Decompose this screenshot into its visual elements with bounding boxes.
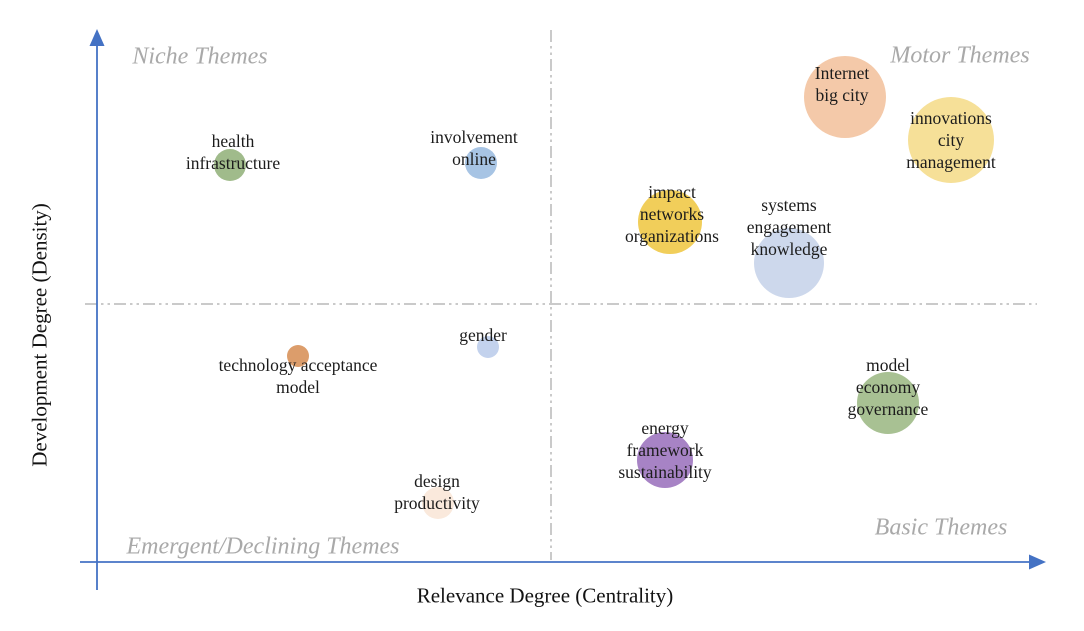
theme-bubble-energy-framework-sustainability bbox=[637, 432, 693, 488]
theme-bubble-innovations-city-management bbox=[908, 97, 994, 183]
x-axis-arrow-icon bbox=[1029, 554, 1046, 570]
theme-bubble-involvement-online bbox=[465, 147, 497, 179]
theme-label-innovations-city-management: innovations city management bbox=[906, 108, 996, 172]
theme-label-technology-acceptance-model: technology acceptance model bbox=[218, 355, 378, 397]
theme-bubble-internet-big-city bbox=[804, 56, 886, 138]
theme-label-impact-networks-organizations: impact networks organizations bbox=[625, 182, 719, 246]
theme-bubble-health-infrastructure bbox=[214, 149, 246, 181]
theme-label-energy-framework-sustainability: energy framework sustainability bbox=[618, 418, 712, 482]
quadrant-label-basic-themes: Basic Themes bbox=[874, 514, 1008, 541]
quadrant-label-motor-themes: Motor Themes bbox=[890, 42, 1030, 69]
quadrant-label-niche-themes: Niche Themes bbox=[132, 43, 268, 70]
theme-bubble-model-economy-governance bbox=[857, 372, 919, 434]
theme-bubble-gender bbox=[477, 336, 499, 358]
theme-label-model-economy-governance: model economy governance bbox=[847, 355, 929, 419]
theme-label-systems-engagement-knowledge: systems engagement knowledge bbox=[746, 195, 832, 259]
theme-label-internet-big-city: Internet big city bbox=[814, 63, 870, 105]
theme-bubble-systems-engagement-knowledge bbox=[754, 228, 824, 298]
theme-label-health-infrastructure: health infrastructure bbox=[185, 131, 281, 173]
theme-label-design-productivity: design productivity bbox=[394, 471, 480, 513]
x-axis-title: Relevance Degree (Centrality) bbox=[416, 583, 674, 608]
theme-bubble-design-productivity bbox=[422, 487, 454, 519]
theme-bubble-impact-networks-organizations bbox=[638, 190, 702, 254]
y-axis-title: Development Degree (Density) bbox=[27, 203, 52, 467]
y-axis-arrow-icon bbox=[89, 29, 105, 46]
theme-label-gender: gender bbox=[459, 325, 507, 345]
quadrant-label-emergent-declining-themes: Emergent/Declining Themes bbox=[126, 533, 400, 560]
theme-label-involvement-online: involvement online bbox=[430, 127, 518, 169]
theme-bubble-technology-acceptance-model bbox=[287, 345, 309, 367]
